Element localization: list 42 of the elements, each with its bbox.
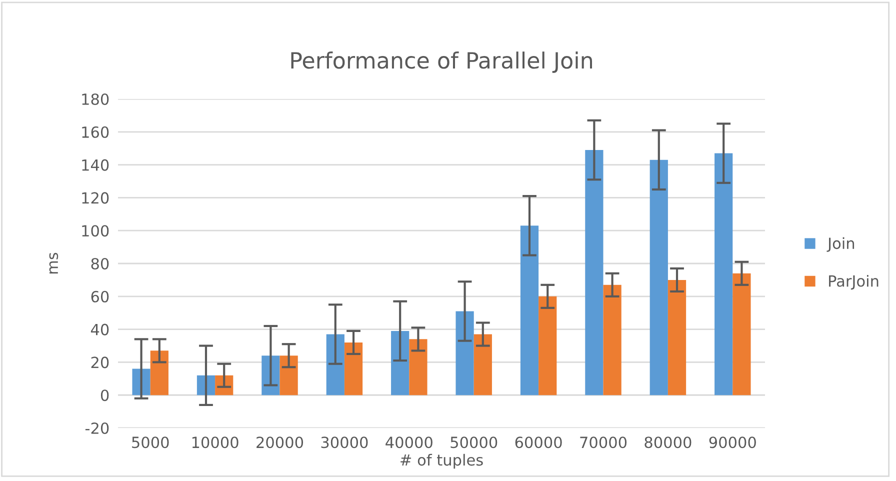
bar [650,160,668,396]
bar [714,153,733,396]
x-tick-label: 40000 [386,436,432,448]
bar [538,296,557,396]
legend-label: Join [826,237,854,252]
y-tick-label: 0 [100,390,109,402]
bar [391,330,410,396]
y-tick-label: 20 [91,356,109,368]
x-tick-label: 50000 [450,436,498,448]
x-tick-label: 60000 [515,436,562,448]
bar [280,356,298,396]
x-tick-label: 30000 [321,436,368,448]
y-tick-label: 80 [91,258,109,270]
y-tick-label: 180 [82,93,109,106]
x-tick-label: 90000 [709,436,756,448]
bar [603,284,622,396]
bar [344,342,363,396]
x-tick-label: 5000 [132,436,169,448]
y-axis-title: ms [49,252,58,274]
y-tick-label: 140 [82,159,109,171]
bar [668,280,686,396]
legend-label: ParJoin [829,274,878,290]
bar [732,273,751,396]
x-axis-title: # of tuples [400,454,483,469]
x-tick-label: 10000 [192,436,238,448]
bar [585,150,604,396]
bar [326,334,344,396]
bar [520,226,539,396]
y-tick-label: 40 [90,324,109,336]
x-tick-label: 70000 [580,436,627,448]
bar [409,339,428,396]
y-tick-label: -20 [85,422,109,434]
bar [150,350,168,396]
y-tick-label: 160 [82,126,109,138]
x-tick-label: 80000 [644,436,692,448]
y-tick-label: 120 [82,192,109,204]
x-tick-label: 20000 [256,436,304,448]
bar [456,311,474,396]
y-tick-label: 100 [82,225,109,237]
y-tick-label: 60 [91,290,109,302]
bar [474,334,492,396]
chart-title: Performance of Parallel Join [291,52,592,73]
